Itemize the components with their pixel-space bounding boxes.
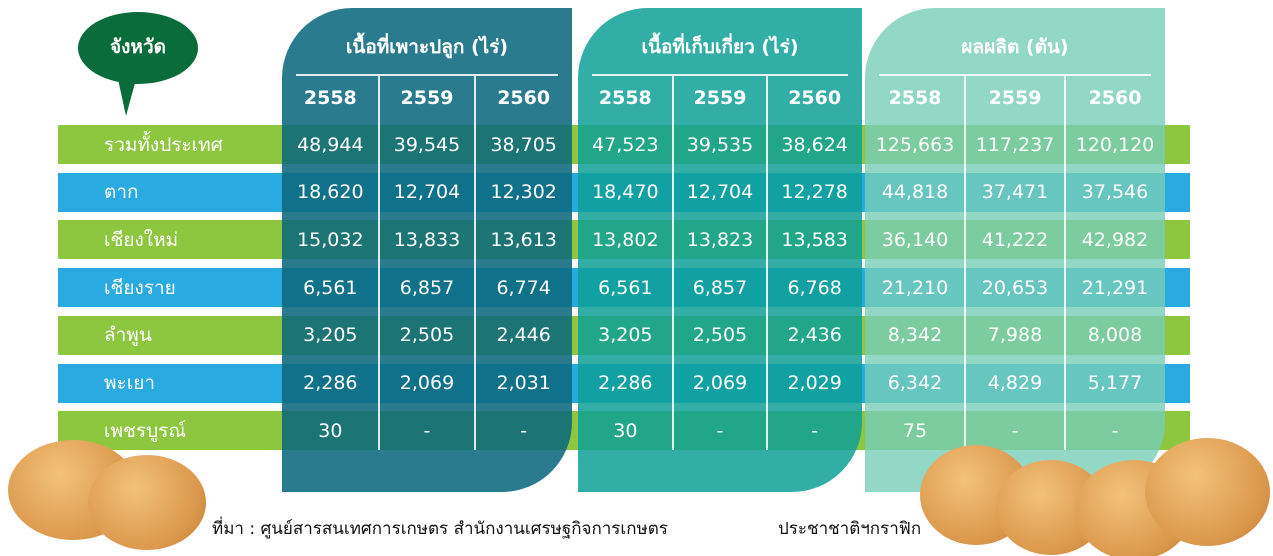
table-cell: 12,704 xyxy=(673,173,768,212)
table-cell: - xyxy=(1065,411,1165,450)
table-cell: 30 xyxy=(282,411,379,450)
table-cell: 41,222 xyxy=(965,220,1065,259)
header-label: จังหวัด xyxy=(76,30,200,64)
table-cell: 2,069 xyxy=(379,364,476,403)
table-cell: 2,029 xyxy=(767,364,862,403)
table-cell: 6,857 xyxy=(673,268,768,307)
table-cell: 38,624 xyxy=(767,125,862,164)
table-cell: 12,278 xyxy=(767,173,862,212)
table-cell: 2,505 xyxy=(379,316,476,355)
page: จังหวัด ที่มา : ศูนย์สารสนเทศการเกษตร สำ… xyxy=(0,0,1273,556)
year-header: 2560 xyxy=(1065,83,1165,113)
table-cell: 21,210 xyxy=(865,268,965,307)
table-cell: 48,944 xyxy=(282,125,379,164)
table-cell: 8,008 xyxy=(1065,316,1165,355)
table-cell: 6,774 xyxy=(475,268,572,307)
table-cell: 6,561 xyxy=(578,268,673,307)
table-cell: 7,988 xyxy=(965,316,1065,355)
table-cell: - xyxy=(475,411,572,450)
table-cell: 13,823 xyxy=(673,220,768,259)
province-name: เชียงราย xyxy=(58,268,280,307)
table-cell: 6,561 xyxy=(282,268,379,307)
table-cell: - xyxy=(673,411,768,450)
table-cell: 6,857 xyxy=(379,268,476,307)
year-header: 2559 xyxy=(965,83,1065,113)
table-cell: 13,802 xyxy=(578,220,673,259)
table-cell: 3,205 xyxy=(578,316,673,355)
table-cell: 13,583 xyxy=(767,220,862,259)
table-cell: 13,833 xyxy=(379,220,476,259)
province-name: พะเยา xyxy=(58,364,280,403)
group-title: เนื้อที่เก็บเกี่ยว (ไร่) xyxy=(578,32,862,62)
table-cell: 30 xyxy=(578,411,673,450)
table-cell: 39,545 xyxy=(379,125,476,164)
table-cell: 21,291 xyxy=(1065,268,1165,307)
table-cell: 4,829 xyxy=(965,364,1065,403)
table-cell: 8,342 xyxy=(865,316,965,355)
potato-illustration xyxy=(88,455,206,550)
table-cell: 2,446 xyxy=(475,316,572,355)
table-cell: 6,342 xyxy=(865,364,965,403)
table-cell: 120,120 xyxy=(1065,125,1165,164)
province-name: ลำพูน xyxy=(58,316,280,355)
year-header: 2560 xyxy=(475,83,572,113)
table-cell: 5,177 xyxy=(1065,364,1165,403)
table-cell: 6,768 xyxy=(767,268,862,307)
group-divider xyxy=(879,74,1151,76)
group-title: เนื้อที่เพาะปลูก (ไร่) xyxy=(282,32,572,62)
year-header: 2559 xyxy=(673,83,768,113)
table-cell: - xyxy=(767,411,862,450)
table-cell: 36,140 xyxy=(865,220,965,259)
table-cell: 12,302 xyxy=(475,173,572,212)
year-header: 2558 xyxy=(865,83,965,113)
table-cell: 13,613 xyxy=(475,220,572,259)
table-cell: 18,620 xyxy=(282,173,379,212)
table-cell: 37,471 xyxy=(965,173,1065,212)
table-cell: 2,069 xyxy=(673,364,768,403)
table-cell: 42,982 xyxy=(1065,220,1165,259)
province-name: เชียงใหม่ xyxy=(58,220,280,259)
table-cell: 15,032 xyxy=(282,220,379,259)
province-name: ตาก xyxy=(58,173,280,212)
table-cell: 2,505 xyxy=(673,316,768,355)
group-divider xyxy=(296,74,558,76)
table-cell: 12,704 xyxy=(379,173,476,212)
source-note: ที่มา : ศูนย์สารสนเทศการเกษตร สำนักงานเศ… xyxy=(212,515,668,541)
table-cell: 125,663 xyxy=(865,125,965,164)
table-cell: 2,031 xyxy=(475,364,572,403)
header-bubble xyxy=(76,10,216,120)
table-cell: 39,535 xyxy=(673,125,768,164)
table-cell: 75 xyxy=(865,411,965,450)
year-header: 2559 xyxy=(379,83,476,113)
year-header: 2558 xyxy=(282,83,379,113)
group-divider xyxy=(592,74,848,76)
table-cell: 2,436 xyxy=(767,316,862,355)
year-header: 2560 xyxy=(767,83,862,113)
table-cell: 38,705 xyxy=(475,125,572,164)
table-cell: 117,237 xyxy=(965,125,1065,164)
table-cell: 2,286 xyxy=(282,364,379,403)
year-header: 2558 xyxy=(578,83,673,113)
table-cell: - xyxy=(379,411,476,450)
table-cell: 37,546 xyxy=(1065,173,1165,212)
table-cell: 3,205 xyxy=(282,316,379,355)
potato-illustration xyxy=(1145,438,1270,546)
table-cell: 47,523 xyxy=(578,125,673,164)
table-cell: 44,818 xyxy=(865,173,965,212)
table-cell: 2,286 xyxy=(578,364,673,403)
table-cell: 18,470 xyxy=(578,173,673,212)
group-title: ผลผลิต (ตัน) xyxy=(865,32,1165,62)
credit: ประชาชาติฯกราฟิก xyxy=(778,515,921,541)
table-cell: 20,653 xyxy=(965,268,1065,307)
province-name: รวมทั้งประเทศ xyxy=(58,125,280,164)
